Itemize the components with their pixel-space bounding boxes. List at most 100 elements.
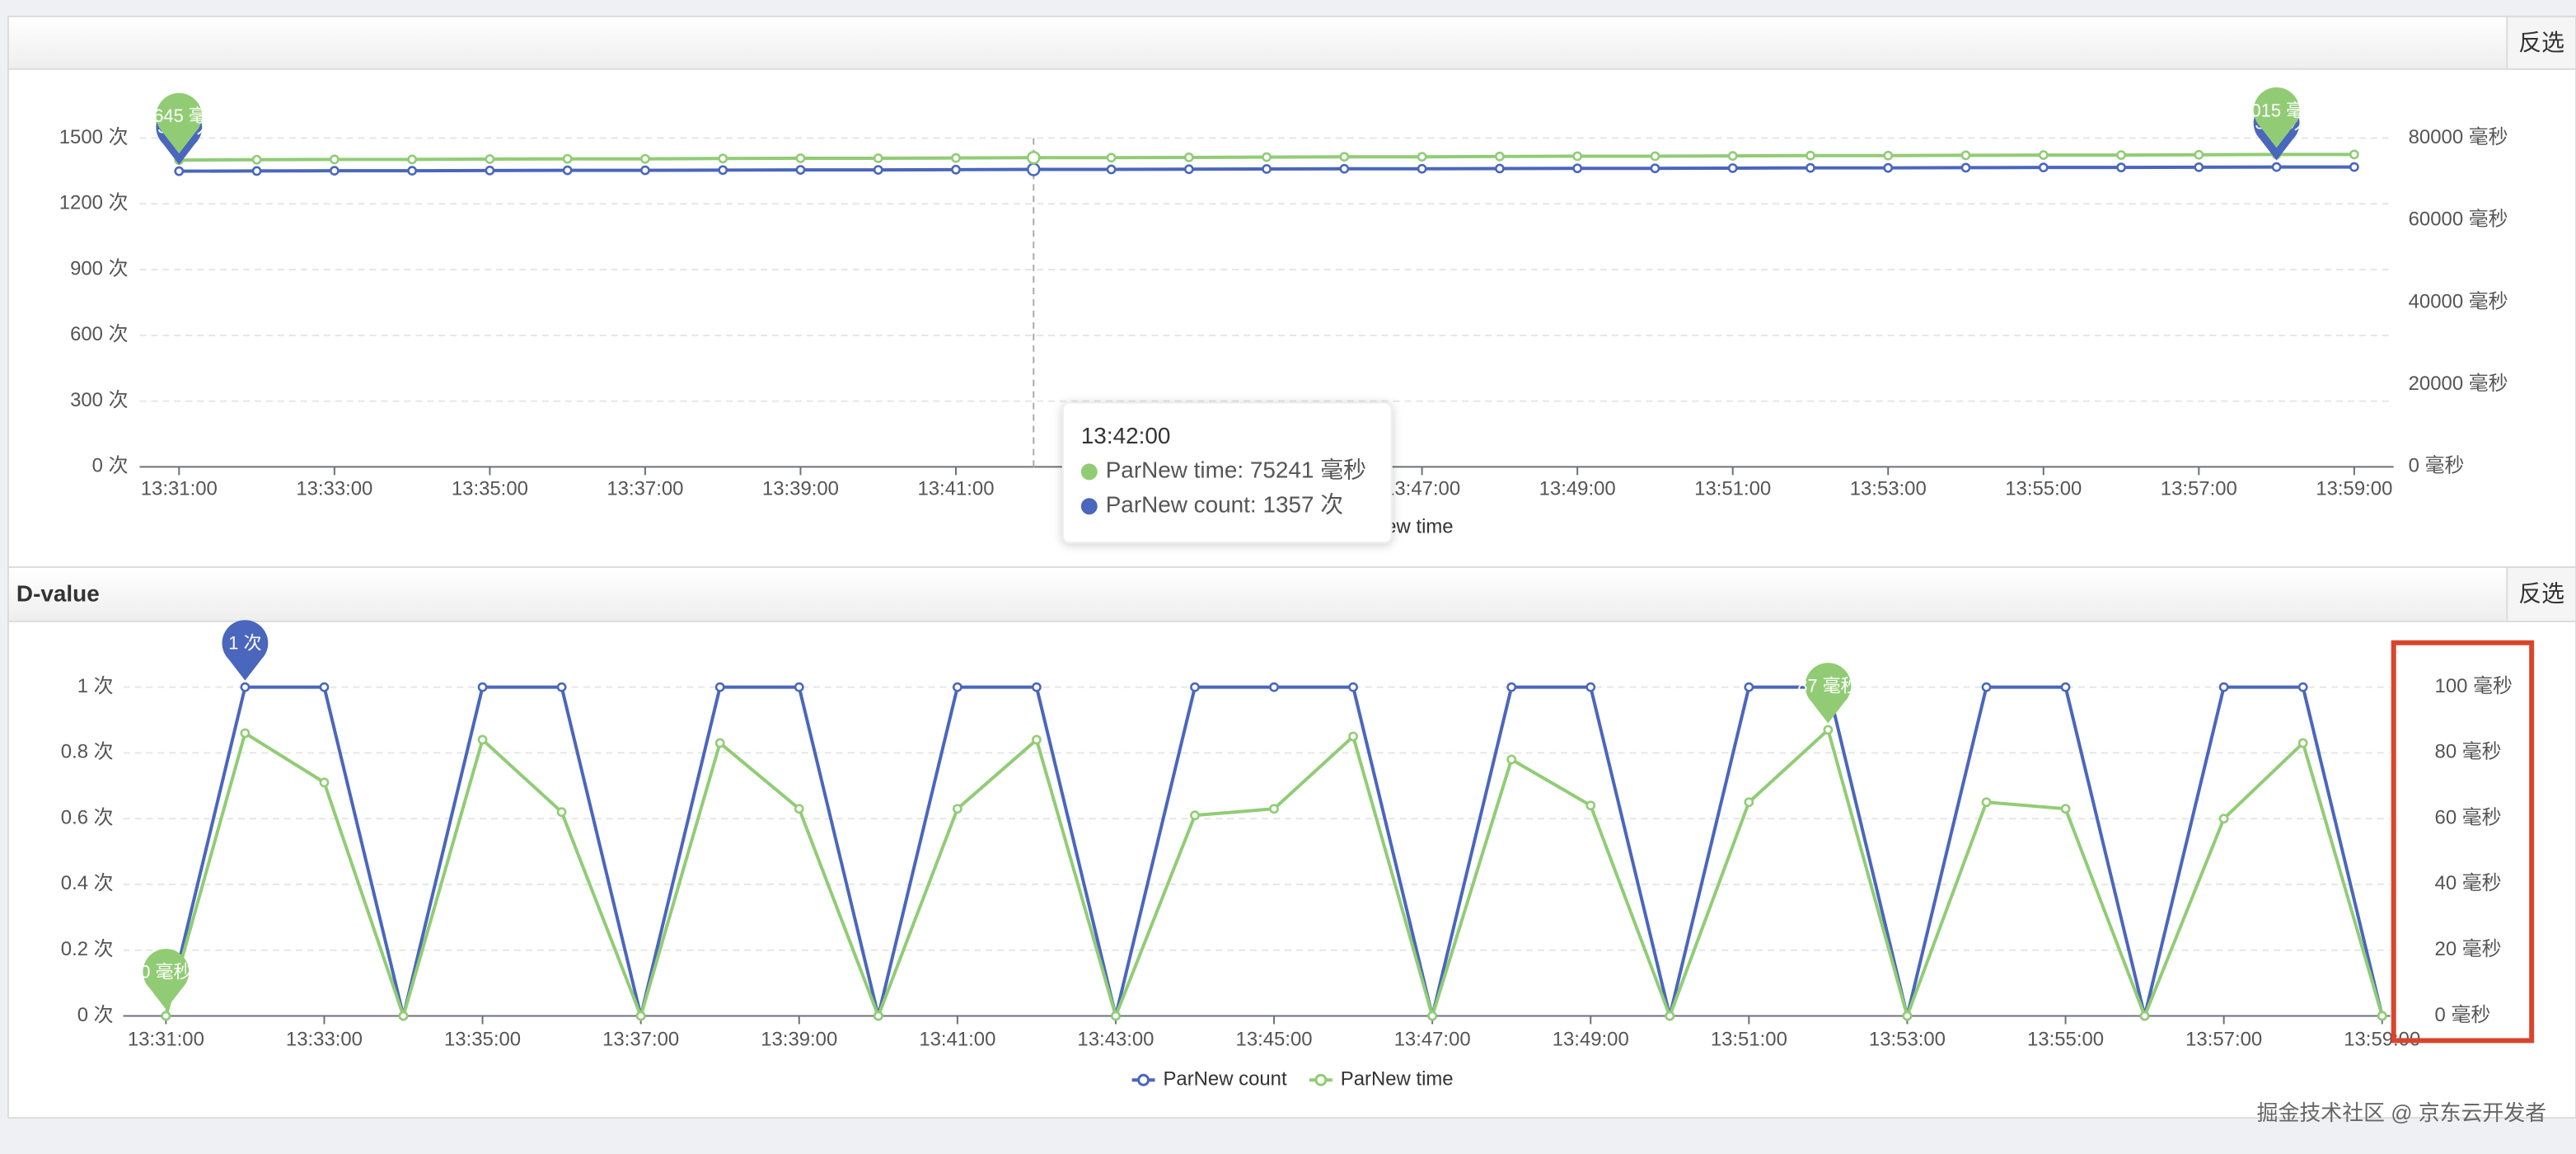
data-point	[1960, 162, 1971, 173]
y2-tick-label: 80 毫秒	[2435, 741, 2502, 763]
data-point	[1026, 162, 1041, 176]
data-point	[2194, 149, 2204, 160]
data-point	[1183, 164, 1194, 175]
y2-tick-label: 0 毫秒	[2409, 455, 2465, 477]
data-point	[794, 804, 804, 814]
y2-tick-label: 100 毫秒	[2435, 675, 2513, 697]
legend-icon	[1314, 1073, 1328, 1086]
x-tick-label: 13:51:00	[1694, 478, 1771, 500]
tooltip	[1061, 401, 1393, 544]
data-point	[556, 682, 567, 692]
data-point	[1883, 162, 1894, 173]
invert-button-label[interactable]: 反选	[2518, 580, 2564, 606]
data-point	[1665, 1011, 1675, 1021]
tooltip-dot	[1080, 463, 1098, 481]
data-point	[2297, 738, 2308, 748]
tooltip-dot	[1080, 498, 1098, 515]
data-point	[2060, 682, 2071, 692]
mark-pin-label: 74645 毫秒	[133, 106, 225, 126]
data-point	[1650, 163, 1660, 174]
data-point	[562, 165, 573, 176]
x-tick-label: 13:31:00	[141, 478, 218, 500]
tooltip-line: ParNew count: 1357 次	[1106, 492, 1343, 518]
data-point	[795, 165, 806, 175]
data-point	[2139, 1011, 2150, 1021]
data-point	[398, 1011, 409, 1021]
data-point	[1269, 804, 1279, 814]
data-point	[873, 1011, 883, 1021]
highlight-box	[2391, 640, 2535, 1044]
data-point	[1495, 163, 1505, 174]
data-point	[1902, 1011, 1913, 1021]
data-point	[2271, 162, 2282, 172]
data-point	[329, 166, 340, 176]
y2-tick-label: 20 毫秒	[2435, 938, 2502, 960]
data-point	[2349, 149, 2359, 160]
data-point	[1744, 682, 1754, 692]
x-tick-label: 13:35:00	[452, 478, 528, 500]
data-point	[2038, 150, 2049, 160]
data-point	[1823, 725, 1834, 735]
data-point	[556, 807, 567, 818]
invert-button-label[interactable]: 反选	[2518, 30, 2564, 55]
y-tick-label: 0 次	[92, 455, 129, 477]
x-tick-label: 13:37:00	[602, 1029, 679, 1051]
y-tick-label: 1200 次	[59, 192, 129, 214]
data-point	[1190, 810, 1200, 821]
y2-tick-label: 60000 毫秒	[2409, 209, 2508, 231]
data-point	[1981, 797, 1992, 808]
x-tick-label: 13:41:00	[917, 478, 994, 500]
y2-tick-label: 80000 毫秒	[2409, 126, 2508, 148]
data-point	[1026, 150, 1041, 165]
charts: 0 次 300 次 600 次 900 次 1200 次 1500 次 0 毫秒 20000 …	[59, 87, 2513, 1091]
y2-tick-label: 40 毫秒	[2435, 872, 2502, 894]
data-point	[2194, 162, 2204, 172]
y-tick-label: 600 次	[70, 323, 128, 345]
data-point	[1183, 152, 1194, 162]
y-tick-label: 0.8 次	[61, 741, 114, 763]
mark-pin	[143, 949, 190, 1010]
x-tick-label: 13:59:00	[2316, 478, 2392, 500]
data-point	[1727, 151, 1738, 162]
panel-top-header	[7, 15, 2576, 70]
y-tick-label: 900 次	[70, 257, 128, 279]
data-point	[1417, 163, 1427, 174]
data-point	[240, 728, 251, 739]
x-tick-label: 13:39:00	[762, 478, 839, 500]
data-point	[2038, 162, 2049, 173]
data-point	[1495, 151, 1505, 162]
data-point	[1262, 164, 1272, 174]
data-point	[1111, 1011, 1121, 1021]
y-tick-label: 1 次	[77, 675, 114, 697]
panel-title: D-value	[16, 580, 100, 606]
x-tick-label: 13:35:00	[444, 1029, 521, 1051]
data-point	[1339, 152, 1350, 162]
data-point	[1032, 682, 1042, 692]
data-point	[1348, 682, 1358, 692]
data-point	[2297, 682, 2308, 692]
data-point	[1506, 754, 1517, 765]
data-point	[1106, 164, 1117, 175]
x-tick-label: 13:47:00	[1394, 1029, 1471, 1051]
data-point	[718, 165, 728, 176]
data-point	[714, 738, 725, 748]
data-point	[485, 154, 495, 164]
data-point	[794, 682, 804, 692]
y-tick-label: 1500 次	[59, 126, 129, 148]
y-tick-label: 0.2 次	[61, 938, 114, 960]
data-point	[1585, 682, 1596, 692]
mark-pin	[2253, 87, 2300, 148]
x-tick-label: 13:49:00	[1553, 1029, 1629, 1051]
data-point	[174, 166, 185, 176]
y2-tick-label: 0 毫秒	[2435, 1004, 2491, 1026]
data-point	[1960, 150, 1971, 161]
data-point	[2377, 1011, 2387, 1021]
watermark: 掘金技术社区 @ 京东云开发者	[2257, 1101, 2547, 1125]
data-point	[1262, 152, 1272, 162]
invert-button[interactable]	[2506, 15, 2576, 70]
data-point	[1190, 682, 1200, 692]
mark-pin	[222, 620, 269, 681]
y2-tick-label: 60 毫秒	[2435, 806, 2502, 828]
invert-button[interactable]	[2506, 566, 2576, 622]
x-tick-label: 13:57:00	[2161, 478, 2237, 500]
